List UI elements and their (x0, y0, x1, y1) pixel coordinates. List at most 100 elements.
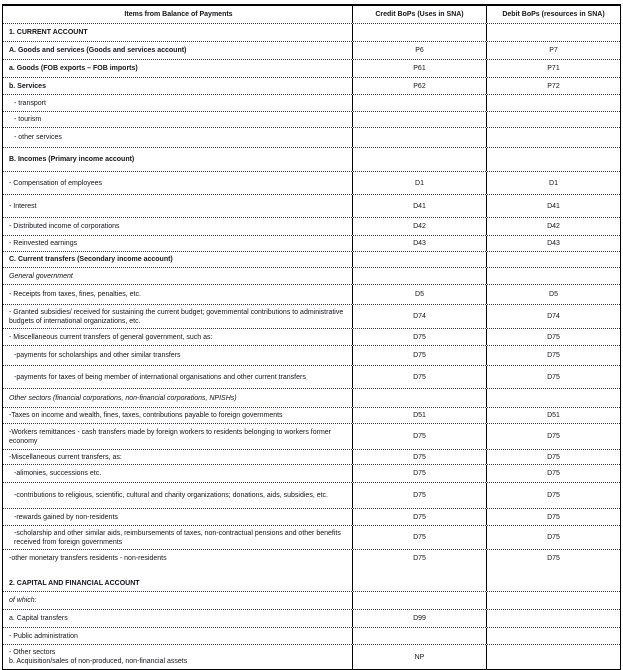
table-row: - Miscellaneous current transfers of gen… (3, 329, 620, 346)
item-cell: -alimonies, successions etc. (14, 470, 102, 477)
table-row: - Granted subsidies/ received for sustai… (3, 305, 620, 329)
item-cell: B. Incomes (Primary income account) (9, 156, 135, 163)
item-cell: - transport (14, 99, 46, 107)
item-cell: of which: (9, 597, 37, 604)
table-row: -alimonies, successions etc. D75 D75 (3, 465, 620, 483)
table-row: -Workers remittances - cash transfers ma… (3, 424, 620, 450)
credit-cell: D99 (352, 610, 486, 627)
item-cell: a. Goods (FOB exports – FOB imports) (9, 65, 138, 72)
item-cell: a. Capital transfers (9, 615, 68, 622)
item-cell: Other sectors (financial corporations, n… (9, 394, 237, 402)
debit-cell: D75 (486, 366, 620, 388)
debit-cell: D75 (486, 450, 620, 464)
credit-cell: D75 (352, 329, 486, 345)
debit-cell (486, 592, 620, 609)
debit-cell: D41 (486, 195, 620, 217)
table-row: - Receipts from taxes, fines, penalties,… (3, 285, 620, 305)
item-cell: - Compensation of employees (9, 179, 102, 187)
debit-cell: D75 (486, 465, 620, 482)
item-cell: - Reinvested earnings (9, 240, 78, 247)
credit-cell (352, 252, 486, 267)
item-cell: -Workers remittances - cash transfers ma… (9, 428, 331, 445)
credit-cell: D43 (352, 236, 486, 251)
credit-cell: D74 (352, 305, 486, 328)
column-header-credit: Credit BoPs (Uses in SNA) (352, 6, 486, 23)
table-row: General government (3, 268, 620, 285)
credit-cell (352, 268, 486, 284)
credit-cell (352, 112, 486, 127)
debit-cell: P72 (486, 78, 620, 94)
item-cell: - Granted subsidies/ received for sustai… (9, 308, 344, 325)
debit-cell: D43 (486, 236, 620, 251)
credit-cell: D75 (352, 366, 486, 388)
debit-cell (486, 148, 620, 171)
debit-cell (486, 128, 620, 147)
credit-cell: D75 (352, 465, 486, 482)
debit-cell (486, 610, 620, 627)
table-row: -rewards gained by non-residents D75 D75 (3, 509, 620, 526)
table-row: Other sectors (financial corporations, n… (3, 389, 620, 408)
table-row: - Compensation of employees D1 D1 (3, 172, 620, 195)
debit-cell: D75 (486, 346, 620, 365)
item-cell: -rewards gained by non-residents (14, 513, 118, 521)
debit-cell: D75 (486, 526, 620, 549)
table-row: -contributions to religious, scientific,… (3, 483, 620, 509)
table-body: 1. CURRENT ACCOUNT A. Goods and services… (3, 24, 620, 669)
item-cell: 2. CAPITAL AND FINANCIAL ACCOUNT (9, 580, 140, 587)
table-row: -Taxes on income and wealth, fines, taxe… (3, 408, 620, 424)
table-row: C. Current transfers (Secondary income a… (3, 252, 620, 268)
debit-cell (486, 389, 620, 407)
item-cell: - Receipts from taxes, fines, penalties,… (9, 291, 141, 298)
credit-cell: D75 (352, 346, 486, 365)
credit-cell: D41 (352, 195, 486, 217)
credit-cell: D75 (352, 526, 486, 549)
credit-cell: D75 (352, 424, 486, 449)
column-header-items: Items from Balance of Payments (124, 11, 233, 18)
debit-cell: D75 (486, 329, 620, 345)
debit-cell: D1 (486, 172, 620, 194)
credit-cell (352, 566, 486, 591)
credit-cell: P61 (352, 60, 486, 77)
debit-cell: D75 (486, 483, 620, 508)
table-row: - other services (3, 128, 620, 148)
debit-cell (486, 24, 620, 41)
debit-cell: D75 (486, 424, 620, 449)
item-cell: b. Services (9, 82, 46, 90)
item-cell: -payments for taxes of being member of i… (14, 373, 306, 381)
debit-cell (486, 268, 620, 284)
credit-cell (352, 24, 486, 41)
item-cell: - Other sectors b. Acquisition/sales of … (9, 649, 188, 665)
table-row: - tourism (3, 112, 620, 128)
table-row: b. Services P62 P72 (3, 78, 620, 95)
debit-cell (486, 252, 620, 267)
credit-cell (352, 95, 486, 111)
credit-cell: D75 (352, 483, 486, 508)
item-cell: -scholarship and other similar aids, rei… (14, 529, 341, 546)
debit-cell: D75 (486, 550, 620, 566)
item-cell: - Public administration (9, 632, 78, 640)
item-cell: C. Current transfers (Secondary income a… (9, 256, 173, 263)
table-row: 2. CAPITAL AND FINANCIAL ACCOUNT (3, 566, 620, 592)
table-row: - Distributed income of corporations D42… (3, 218, 620, 236)
debit-cell: D74 (486, 305, 620, 328)
debit-cell: P71 (486, 60, 620, 77)
table-row: - Reinvested earnings D43 D43 (3, 236, 620, 252)
item-cell: -Taxes on income and wealth, fines, taxe… (9, 412, 283, 419)
column-header-debit: Debit BoPs (resources in SNA) (486, 6, 620, 23)
credit-cell (352, 128, 486, 147)
debit-cell: D42 (486, 218, 620, 235)
credit-cell: D75 (352, 550, 486, 566)
table-row: - Other sectors b. Acquisition/sales of … (3, 645, 620, 669)
item-cell: -Miscellaneous current transfers, as: (9, 453, 122, 461)
credit-cell (352, 389, 486, 407)
item-cell: - Miscellaneous current transfers of gen… (9, 333, 213, 341)
credit-cell: NP (352, 645, 486, 669)
credit-cell: D75 (352, 450, 486, 464)
debit-cell (486, 95, 620, 111)
item-cell: -other monetary transfers residents - no… (9, 554, 167, 562)
credit-cell: D51 (352, 408, 486, 423)
item-cell: -payments for scholarships and other sim… (14, 352, 181, 359)
table-row: a. Capital transfers D99 (3, 610, 620, 628)
table-row: -other monetary transfers residents - no… (3, 550, 620, 566)
debit-cell: D51 (486, 408, 620, 423)
